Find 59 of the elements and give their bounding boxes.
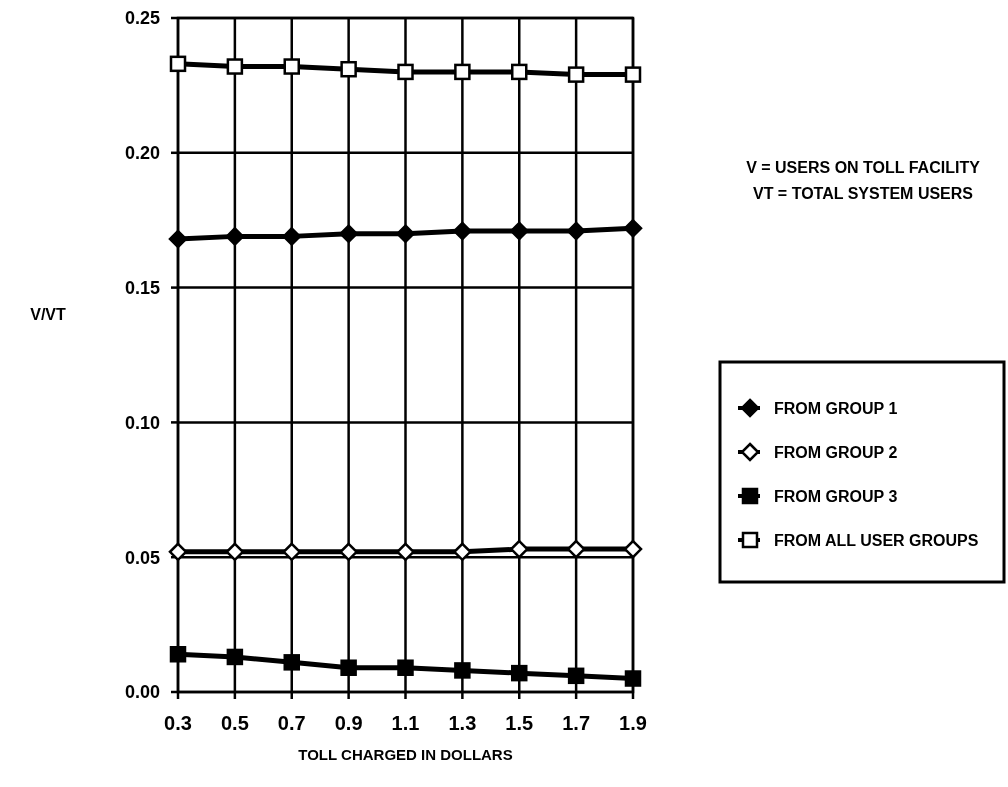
point	[511, 63, 528, 81]
x-tick-label: 0.3	[164, 712, 192, 734]
x-tick-label: 0.7	[277, 712, 306, 734]
point	[511, 664, 528, 682]
y-tick-label: 0.25	[124, 8, 160, 29]
point	[396, 542, 415, 562]
y-tick-label: 0.05	[124, 547, 160, 568]
point	[282, 542, 301, 562]
point	[396, 224, 415, 243]
point	[339, 224, 358, 243]
point	[624, 66, 642, 83]
point	[168, 229, 188, 249]
point	[168, 542, 188, 562]
legend-label: FROM ALL USER GROUPS	[774, 531, 979, 549]
y-tick-label: 0.10	[124, 412, 160, 433]
point	[624, 670, 642, 687]
point	[567, 667, 585, 685]
point	[623, 219, 643, 238]
point	[283, 654, 300, 671]
x-tick-label: 1.1	[391, 712, 420, 734]
point	[567, 66, 585, 83]
x-tick-label: 0.5	[220, 712, 249, 734]
x-tick-label: 1.9	[619, 712, 647, 734]
point	[454, 662, 471, 679]
point	[225, 227, 245, 246]
point	[397, 659, 414, 676]
point	[169, 646, 187, 663]
y-tick-label: 0.00	[124, 682, 160, 703]
point	[226, 58, 244, 75]
point	[510, 539, 529, 559]
legend-label: FROM GROUP 2	[774, 443, 898, 461]
point	[339, 542, 358, 562]
point	[225, 542, 245, 562]
point	[453, 542, 472, 562]
point	[282, 227, 301, 246]
legend-label: FROM GROUP 3	[774, 487, 898, 505]
point	[397, 63, 414, 81]
point	[340, 60, 357, 78]
point	[623, 539, 643, 559]
point	[340, 659, 357, 676]
x-tick-label: 1.3	[448, 712, 477, 734]
text: VT = TOTAL SYSTEM USERS	[752, 185, 974, 202]
y-tick-label: 0.15	[124, 277, 160, 298]
x-tick-label: 1.5	[505, 712, 534, 734]
text: V = USERS ON TOLL FACILITY	[746, 159, 981, 176]
point	[453, 221, 472, 241]
x-axis-title: TOLL CHARGED IN DOLLARS	[298, 746, 513, 763]
legend-label: FROM GROUP 1	[774, 399, 898, 417]
x-tick-label: 0.9	[334, 712, 363, 734]
point	[454, 63, 471, 81]
point	[169, 55, 187, 73]
x-tick-label: 1.7	[562, 712, 591, 734]
point	[283, 58, 300, 75]
y-axis-title: V/VT	[30, 306, 67, 323]
point	[510, 221, 529, 241]
point	[566, 221, 586, 241]
y-tick-label: 0.20	[124, 143, 160, 164]
point	[226, 648, 244, 666]
point	[566, 539, 586, 559]
